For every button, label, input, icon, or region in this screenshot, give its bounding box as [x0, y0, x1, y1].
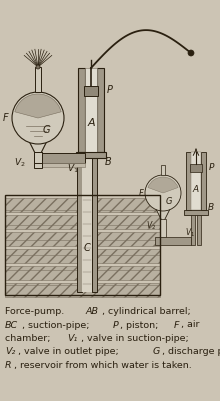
Text: P: P [107, 85, 113, 95]
Bar [76, 152, 106, 158]
Bar [77, 155, 82, 292]
Circle shape [145, 175, 181, 211]
Circle shape [12, 92, 64, 144]
Text: G: G [166, 196, 172, 205]
Text: V₂: V₂ [5, 348, 15, 356]
Text: , reservoir from which water is taken.: , reservoir from which water is taken. [14, 361, 191, 370]
Bar [5, 249, 160, 263]
Text: AB: AB [85, 307, 98, 316]
Text: R: R [5, 361, 12, 370]
Bar [92, 155, 97, 292]
Bar [191, 215, 195, 245]
Bar [85, 68, 97, 152]
Text: $V_1$: $V_1$ [185, 227, 195, 239]
Bar [34, 153, 42, 168]
Text: , discharge pipe;: , discharge pipe; [162, 348, 220, 356]
Bar [82, 155, 92, 292]
Bar [5, 198, 160, 212]
Bar [35, 67, 41, 92]
Text: chamber;: chamber; [5, 334, 53, 343]
Bar [186, 152, 191, 210]
Text: A: A [193, 186, 199, 194]
Bar [190, 164, 202, 172]
Bar [34, 152, 42, 163]
Bar [197, 215, 201, 245]
Text: F: F [174, 320, 179, 330]
Bar [201, 152, 206, 210]
Text: B: B [208, 203, 214, 211]
Text: , valve in suction-pipe;: , valve in suction-pipe; [81, 334, 189, 343]
Bar [155, 237, 191, 245]
Bar [97, 68, 104, 152]
Text: , air: , air [181, 320, 199, 330]
Wedge shape [148, 177, 178, 193]
Text: $V_2$: $V_2$ [146, 220, 156, 232]
Text: , suction-pipe;: , suction-pipe; [22, 320, 92, 330]
Bar [5, 215, 160, 229]
Text: G: G [42, 125, 50, 135]
Text: , piston;: , piston; [120, 320, 162, 330]
Bar [40, 163, 85, 167]
Bar [5, 283, 160, 297]
Polygon shape [28, 139, 48, 159]
Bar [160, 219, 166, 237]
Text: Force-pump.: Force-pump. [5, 307, 67, 316]
Bar [184, 210, 208, 215]
Text: BC: BC [5, 320, 18, 330]
Text: A: A [87, 118, 95, 128]
Circle shape [36, 65, 40, 69]
Text: $V_2$: $V_2$ [14, 157, 26, 169]
Text: B: B [105, 157, 111, 167]
Bar [84, 86, 98, 96]
Bar [34, 152, 42, 167]
Text: P: P [113, 320, 119, 330]
Polygon shape [155, 207, 171, 223]
Text: P: P [208, 164, 214, 172]
Text: G: G [152, 348, 160, 356]
Bar [5, 266, 160, 280]
Text: V₁: V₁ [68, 334, 78, 343]
Text: C: C [84, 243, 90, 253]
Text: $V_1$: $V_1$ [67, 163, 79, 175]
Bar [191, 152, 201, 210]
Circle shape [188, 50, 194, 56]
Text: , valve in outlet pipe;: , valve in outlet pipe; [18, 348, 122, 356]
Text: F: F [3, 113, 9, 123]
Bar [40, 153, 85, 163]
Bar [78, 68, 85, 152]
Text: F: F [139, 188, 143, 198]
Text: , cylindrical barrel;: , cylindrical barrel; [102, 307, 191, 316]
Bar [5, 232, 160, 246]
Bar [161, 165, 165, 175]
Bar [5, 195, 160, 295]
Wedge shape [15, 94, 61, 118]
